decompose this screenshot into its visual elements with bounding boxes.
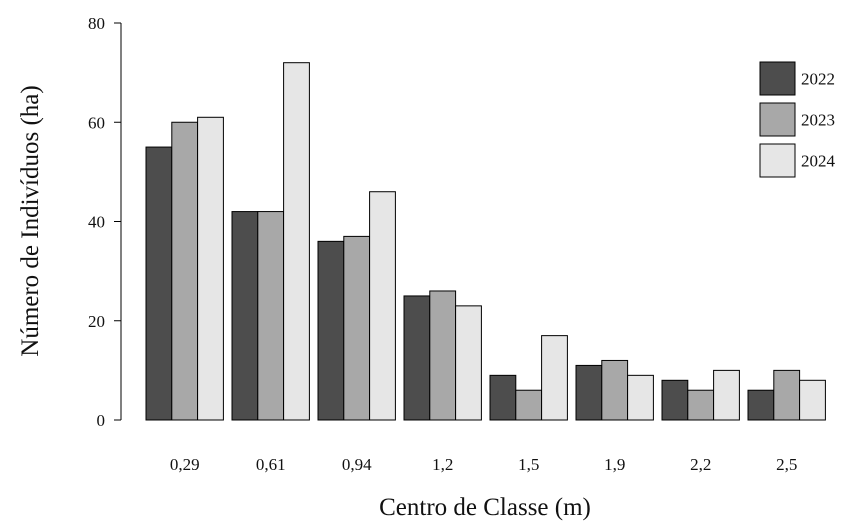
y-axis-title: Número de Indivíduos (ha) — [17, 85, 44, 356]
bar-2022-0,29 — [145, 146, 173, 421]
x-ticks: 0,29 0,61 0,94 1,2 1,5 1,9 2,2 2,5 — [170, 455, 798, 474]
legend-swatch-2024 — [759, 143, 796, 178]
bar-2023-0,61 — [257, 211, 285, 421]
bar-2024-0,94 — [369, 191, 396, 421]
legend-label-2024: 2024 — [801, 152, 836, 171]
x-tick-label: 1,2 — [432, 455, 453, 474]
legend-swatch-2023 — [759, 102, 796, 137]
bar-2024-1,5 — [541, 335, 568, 421]
bar-2023-2,5 — [773, 369, 801, 421]
x-tick-label: 0,94 — [342, 455, 372, 474]
bar-2023-0,29 — [171, 121, 199, 421]
legend-label-2022: 2022 — [801, 70, 835, 89]
y-tick-label: 40 — [88, 213, 105, 232]
legend: 2022 2023 2024 — [759, 61, 836, 178]
y-axis: 0 20 40 60 80 — [88, 14, 122, 430]
x-tick-label: 2,2 — [690, 455, 711, 474]
y-tick-label: 20 — [88, 312, 105, 331]
bar-2022-0,61 — [231, 211, 259, 421]
y-tick-label: 80 — [88, 14, 105, 33]
bar-2022-0,94 — [317, 240, 345, 421]
x-tick-label: 1,5 — [518, 455, 539, 474]
bar-2023-1,9 — [601, 359, 629, 421]
bar-2024-2,2 — [713, 369, 740, 421]
bar-2022-2,5 — [747, 389, 775, 421]
bar-2023-1,5 — [515, 389, 543, 421]
bar-2023-2,2 — [687, 389, 715, 421]
y-ticks: 0 20 40 60 80 — [88, 14, 121, 430]
bar-2024-0,29 — [197, 116, 224, 421]
bar-2024-1,9 — [627, 374, 654, 421]
y-tick-label: 60 — [88, 113, 105, 132]
x-tick-label: 0,61 — [256, 455, 286, 474]
bar-2022-1,2 — [403, 295, 431, 421]
x-tick-label: 0,29 — [170, 455, 200, 474]
bar-2024-0,61 — [283, 62, 310, 421]
bar-2024-1,2 — [455, 305, 482, 421]
bar-2023-1,2 — [429, 290, 457, 421]
legend-swatch-2022 — [759, 61, 796, 96]
x-tick-label: 1,9 — [604, 455, 625, 474]
bar-2024-2,5 — [799, 379, 826, 421]
bars — [145, 62, 826, 421]
legend-label-2023: 2023 — [801, 111, 835, 130]
y-tick-label: 0 — [97, 411, 106, 430]
bar-2023-0,94 — [343, 235, 371, 421]
bar-2022-1,5 — [489, 374, 517, 421]
bar-2022-1,9 — [575, 364, 603, 421]
x-axis-title: Centro de Classe (m) — [379, 494, 591, 521]
x-tick-label: 2,5 — [776, 455, 797, 474]
bar-2022-2,2 — [661, 379, 689, 421]
